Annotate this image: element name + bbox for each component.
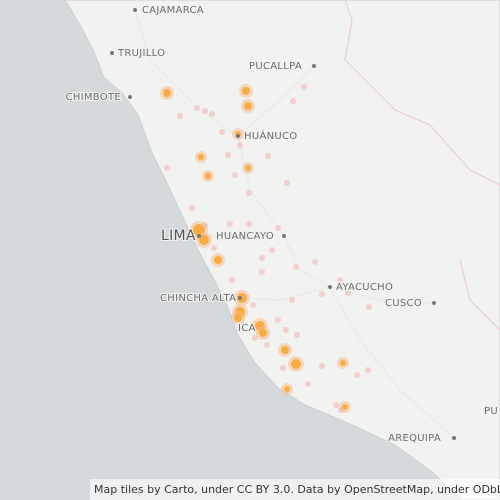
point xyxy=(209,111,215,117)
city-label: TRUJILLO xyxy=(117,48,165,59)
city-dot xyxy=(128,95,132,99)
city-dot xyxy=(328,285,332,289)
point xyxy=(291,359,301,369)
point xyxy=(246,221,252,227)
point xyxy=(283,327,289,333)
point xyxy=(202,108,208,114)
point xyxy=(242,87,250,95)
point xyxy=(365,367,371,373)
point xyxy=(301,84,307,90)
point xyxy=(244,102,252,110)
point xyxy=(290,98,296,104)
point xyxy=(225,152,231,158)
point xyxy=(284,180,290,186)
city-label: CUSCO xyxy=(385,298,422,309)
point xyxy=(164,165,170,171)
roads xyxy=(134,9,455,439)
point xyxy=(234,314,242,322)
point xyxy=(269,247,275,253)
point xyxy=(194,105,200,111)
point xyxy=(354,372,360,378)
point xyxy=(227,221,233,227)
points xyxy=(160,84,372,413)
attribution-bg xyxy=(90,479,500,500)
city-dot xyxy=(110,51,114,55)
city-label: AREQUIPA xyxy=(388,433,441,444)
point xyxy=(232,172,238,178)
point xyxy=(252,335,258,341)
point xyxy=(340,360,346,366)
city-dot xyxy=(312,64,316,68)
point xyxy=(245,165,251,171)
point xyxy=(198,154,204,160)
point xyxy=(265,153,271,159)
city-label: CHIMBOTE xyxy=(66,92,121,103)
borders xyxy=(344,0,500,331)
city-label: PU xyxy=(484,406,498,417)
point xyxy=(319,363,325,369)
point xyxy=(294,332,300,338)
point xyxy=(259,329,267,337)
point xyxy=(189,205,195,211)
point xyxy=(177,113,183,119)
city-label: ICA xyxy=(238,323,256,334)
point xyxy=(246,190,252,196)
city-label: CAJAMARCA xyxy=(142,5,204,16)
point xyxy=(333,402,339,408)
point xyxy=(214,256,222,264)
point xyxy=(211,245,217,251)
city-label: AYACUCHO xyxy=(336,282,393,293)
city-label: HUÁNUCO xyxy=(244,129,297,142)
point xyxy=(237,142,243,148)
city-label: HUANCAYO xyxy=(216,231,274,242)
city-label: LIMA xyxy=(161,228,196,244)
point xyxy=(305,381,311,387)
point xyxy=(219,129,225,135)
city-dot xyxy=(282,234,286,238)
point xyxy=(205,173,211,179)
point xyxy=(289,297,295,303)
city-label: CHINCHA ALTA xyxy=(160,293,236,304)
point xyxy=(280,365,286,371)
city-dot xyxy=(432,301,436,305)
city-dot xyxy=(197,234,201,238)
point xyxy=(275,225,281,231)
point xyxy=(229,277,235,283)
point xyxy=(163,89,171,97)
point xyxy=(202,222,208,228)
point xyxy=(319,291,325,297)
point xyxy=(337,277,343,283)
point xyxy=(345,290,351,296)
point xyxy=(293,264,299,270)
point xyxy=(259,269,265,275)
city-dot xyxy=(236,134,240,138)
point xyxy=(275,317,281,323)
labels: CAJAMARCA TRUJILLO CHIMBOTE PUCALLPA HUÁNUCO… xyxy=(65,4,499,445)
point xyxy=(199,235,209,245)
city-label: PUCALLPA xyxy=(249,61,302,72)
city-dot xyxy=(452,436,456,440)
point xyxy=(284,386,290,392)
point xyxy=(312,259,318,265)
attribution: Map tiles by Carto, under CC BY 3.0. Dat… xyxy=(94,483,500,496)
city-dot xyxy=(238,296,242,300)
city-dot xyxy=(133,8,137,12)
point xyxy=(259,255,265,261)
point xyxy=(264,342,270,348)
point xyxy=(281,346,289,354)
point xyxy=(366,304,372,310)
point xyxy=(250,302,256,308)
point xyxy=(338,407,344,413)
